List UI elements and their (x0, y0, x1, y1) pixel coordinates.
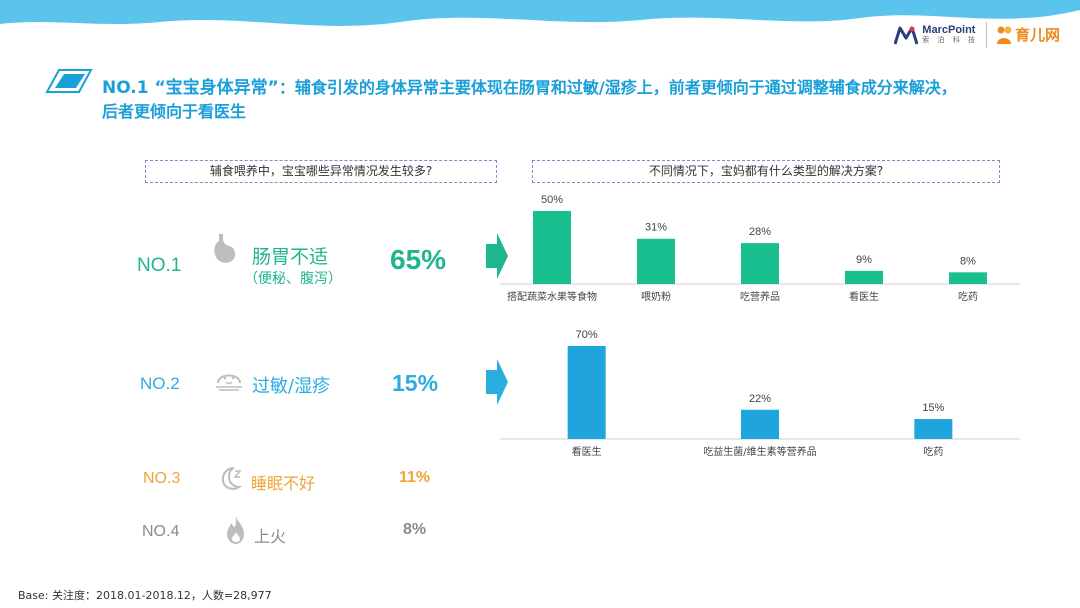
bar (845, 270, 883, 284)
bar (914, 419, 953, 439)
sleep-moon-icon (221, 467, 243, 490)
page-title: NO.1 “宝宝身体异常”：辅食引发的身体异常主要体现在肠胃和过敏/湿疹上，前者… (102, 76, 962, 124)
bar (741, 243, 779, 284)
issue-pct-2: 15% (392, 370, 439, 396)
question-left: 辅食喂养中，宝宝哪些异常情况发生较多? (145, 160, 497, 183)
fire-icon (227, 516, 244, 544)
yuer-mark-icon (996, 26, 1012, 44)
issue-label-1: 肠胃不适 (252, 246, 329, 268)
marcpoint-mark-icon (894, 26, 919, 45)
data-label: 22% (749, 393, 771, 405)
category-label: 搭配蔬菜水果等食物 (507, 290, 597, 303)
header-wave (0, 0, 1080, 26)
bar (567, 346, 606, 439)
logo-divider (985, 22, 987, 48)
data-label: 70% (576, 329, 598, 341)
data-label: 9% (856, 254, 872, 266)
issue-pct-4: 8% (403, 521, 427, 538)
category-label: 吃药 (958, 290, 978, 303)
title-text: ：辅食引发的身体异常主要体现在肠胃和过敏/湿疹上，前者更倾向于通过调整辅食成分来… (102, 78, 957, 121)
yuer-logo: 育儿网 (995, 25, 1060, 45)
bar (533, 211, 571, 284)
issue-label-2: 过敏/湿疹 (252, 376, 331, 397)
solutions-bar-charts: 50% 搭配蔬菜水果等食物 31% 喂奶粉 28% 吃营养品 9% 看医生 8% 吃药 70% 看医生… (500, 194, 1020, 458)
category-label: 吃药 (923, 445, 943, 458)
logo-bar: MarcPoint 索 泊 科 技 育儿网 (894, 22, 1060, 48)
category-label: 喂奶粉 (641, 290, 671, 303)
issue-label-3: 睡眠不好 (251, 474, 316, 493)
rank-4: NO.4 (142, 523, 180, 540)
rank-3: NO.3 (143, 470, 181, 487)
issue-sub-1: （便秘、腹泻） (244, 271, 342, 287)
issue-label-4: 上火 (254, 527, 287, 546)
data-label: 28% (749, 226, 771, 238)
marcpoint-subname: 索 泊 科 技 (922, 36, 978, 45)
allergy-face-icon (216, 374, 242, 391)
marcpoint-name: MarcPoint (922, 24, 976, 37)
bar (949, 272, 987, 284)
data-label: 15% (922, 402, 944, 414)
rank-1: NO.1 (137, 255, 182, 276)
title-lead: NO.1 “宝宝身体异常” (102, 78, 279, 98)
issue-pct-1: 65% (390, 244, 447, 275)
title-parallelogram-icon (45, 69, 93, 93)
data-label: 31% (645, 222, 667, 234)
category-label: 看医生 (849, 290, 879, 303)
footnote: Base: 关注度：2018.01-2018.12，人数=28,977 (18, 589, 272, 602)
bar (741, 409, 779, 439)
data-label: 8% (960, 255, 976, 267)
data-label: 50% (541, 194, 563, 206)
category-label: 看医生 (572, 445, 602, 458)
issue-pct-3: 11% (399, 469, 431, 486)
stomach-icon (214, 234, 236, 263)
arrow-right-icon (486, 233, 508, 279)
question-right: 不同情况下，宝妈都有什么类型的解决方案? (532, 160, 1000, 183)
arrow-right-icon (486, 359, 508, 405)
category-label: 吃营养品 (740, 290, 780, 303)
category-label: 吃益生菌/维生素等营养品 (703, 445, 816, 458)
yuer-name: 育儿网 (1014, 25, 1060, 44)
bar (637, 238, 675, 284)
marcpoint-logo: MarcPoint 索 泊 科 技 (894, 25, 978, 45)
rank-2: NO.2 (140, 374, 180, 393)
